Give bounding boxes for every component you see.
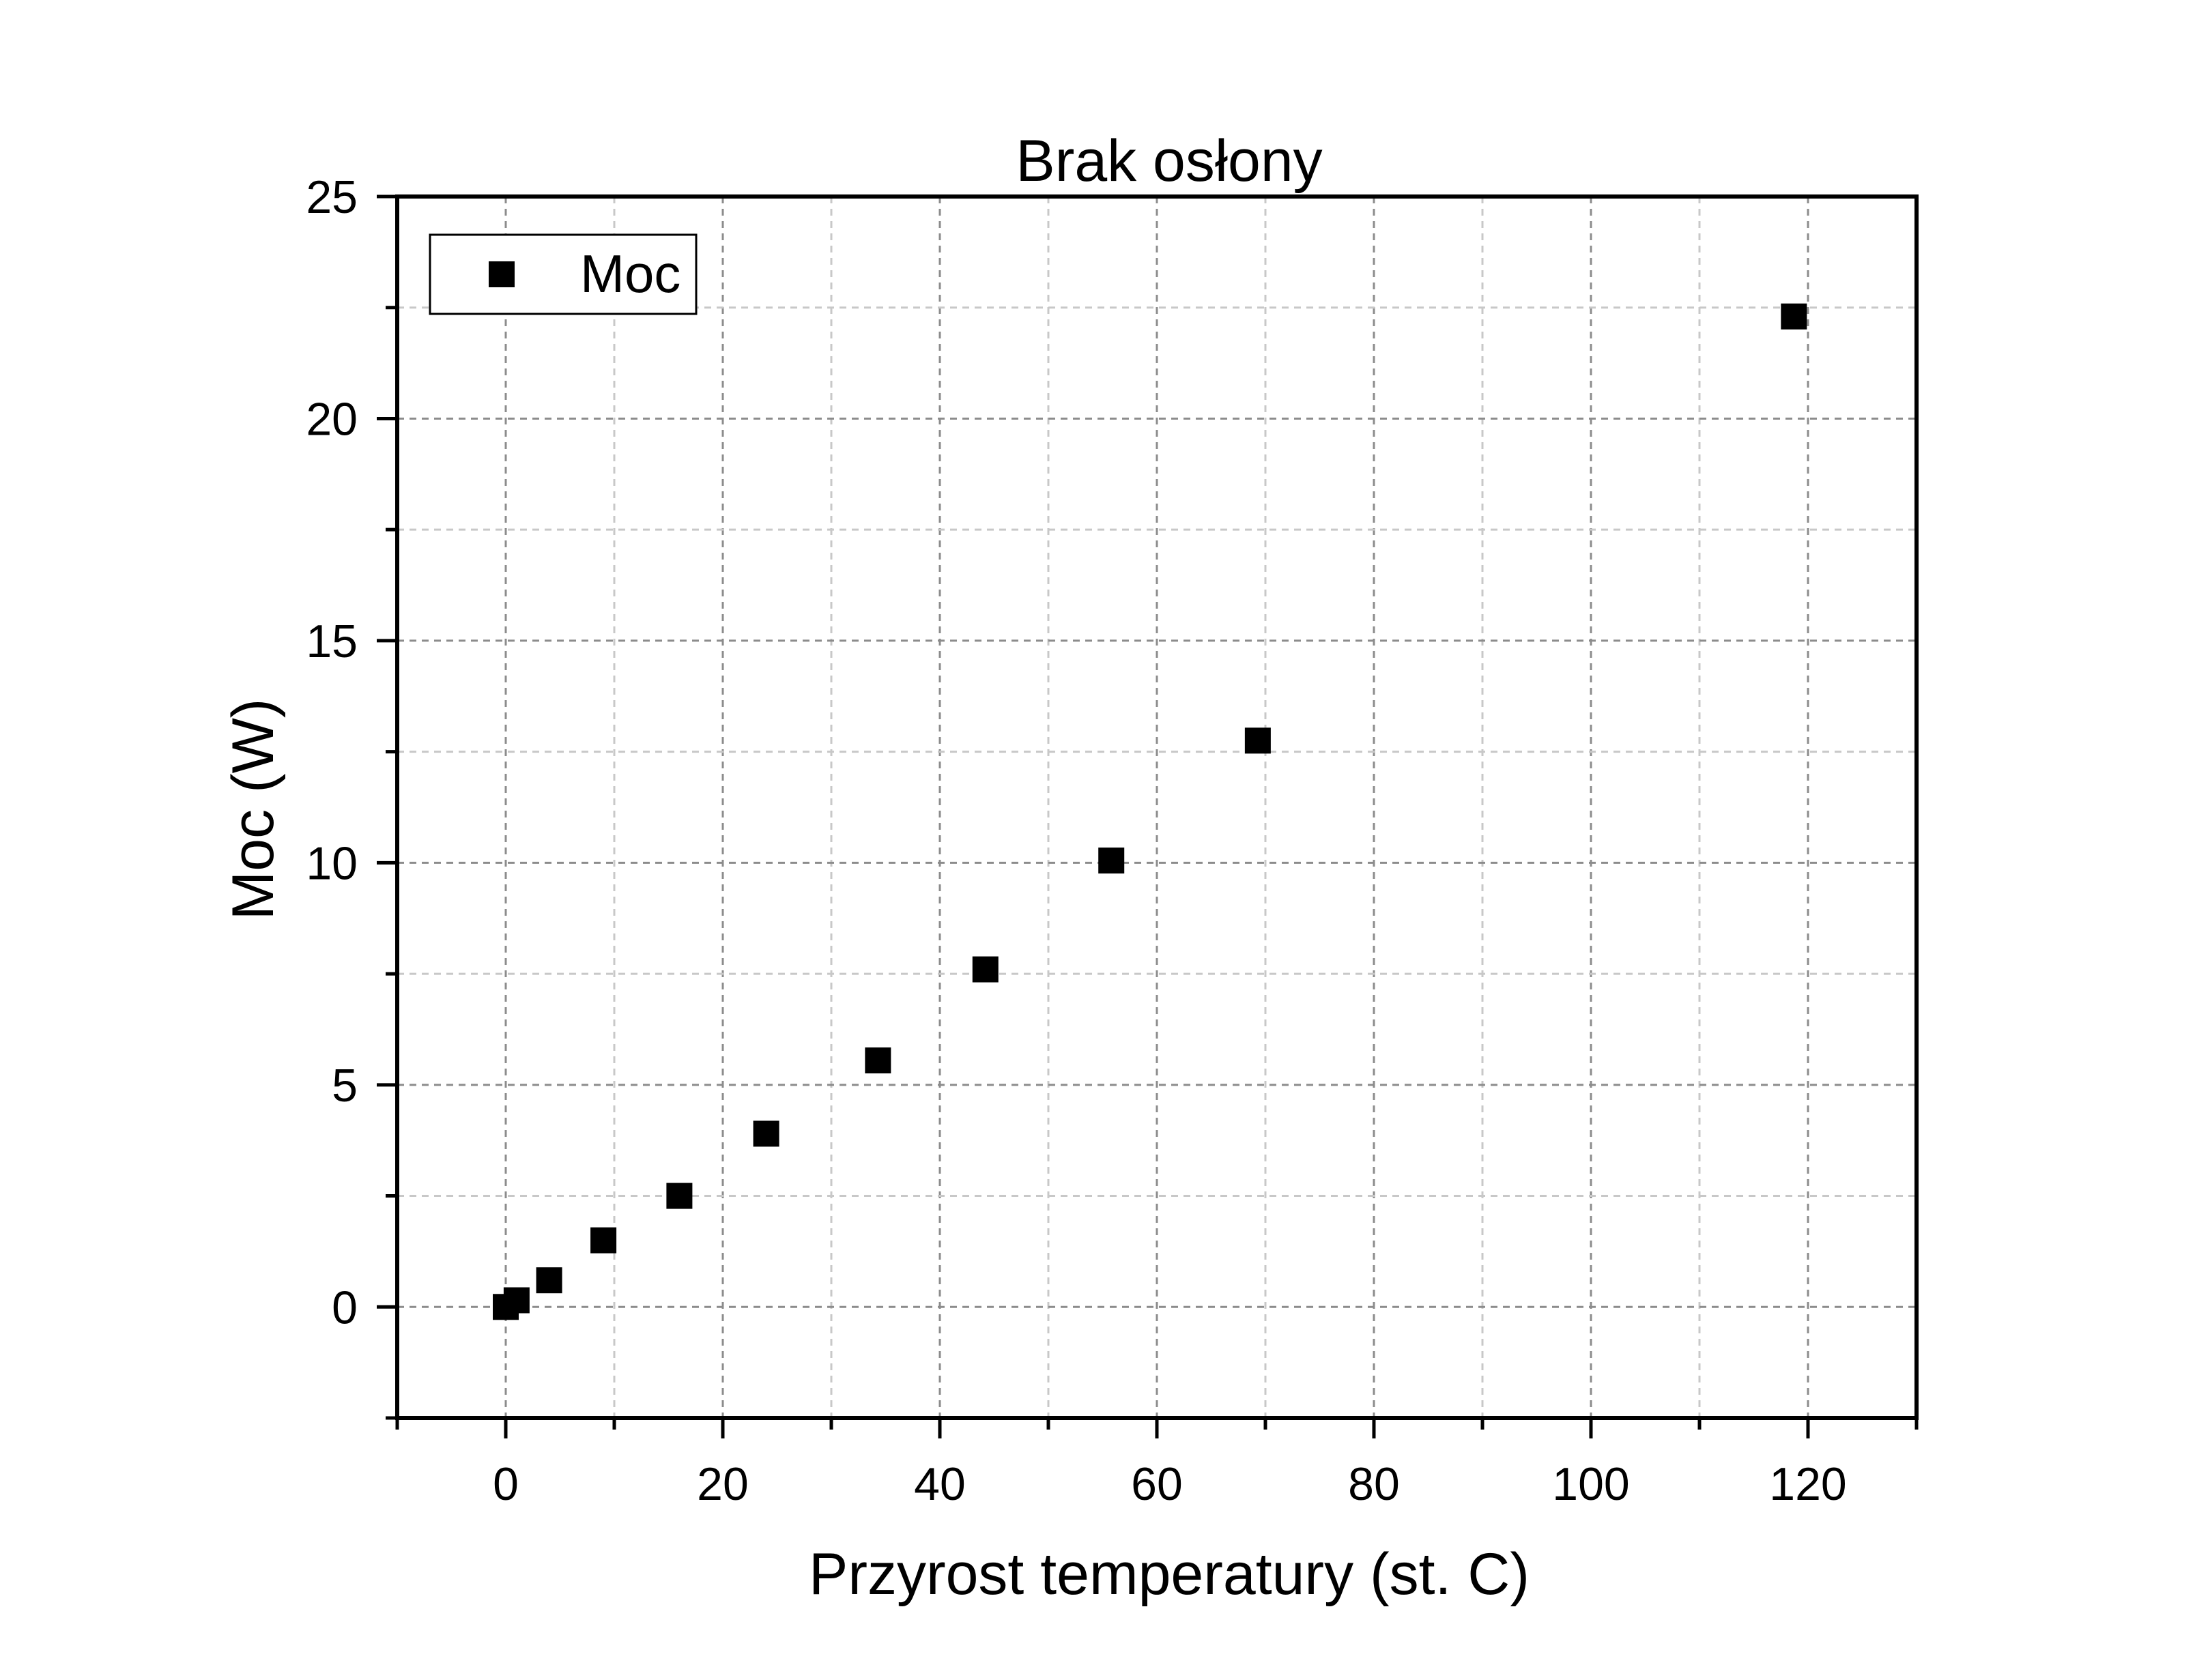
x-tick-label: 100 (1552, 1458, 1629, 1510)
grid-lines (397, 197, 1917, 1418)
data-point (503, 1287, 530, 1314)
y-tick-label: 0 (332, 1281, 358, 1333)
data-point (1244, 727, 1271, 754)
y-tick-label: 5 (332, 1060, 358, 1112)
x-tick-label: 20 (697, 1458, 749, 1510)
x-tick-label: 40 (914, 1458, 966, 1510)
data-point (972, 956, 999, 983)
chart-title: Brak osłony (1016, 128, 1322, 194)
axes: 0 20 40 60 80 100 120 0 5 10 15 20 25 (306, 171, 1919, 1510)
data-point (590, 1227, 617, 1254)
legend: Moc (429, 233, 698, 315)
y-tick-label: 15 (306, 615, 358, 667)
y-tick-label: 20 (306, 393, 358, 445)
x-axis-title: Przyrost temperatury (st. C) (809, 1541, 1530, 1607)
x-tick-label: 0 (493, 1458, 519, 1510)
data-point (536, 1267, 562, 1294)
legend-label: Moc (580, 244, 680, 304)
data-point (753, 1120, 779, 1147)
y-axis-title: Moc (W) (220, 699, 286, 921)
data-point (1781, 303, 1807, 330)
x-tick-label: 60 (1131, 1458, 1183, 1510)
data-points (493, 303, 1807, 1320)
x-tick-label: 120 (1769, 1458, 1846, 1510)
legend-marker-square (489, 261, 515, 287)
legend-box (429, 233, 698, 315)
data-point (666, 1183, 693, 1209)
y-tick-label: 25 (306, 171, 358, 223)
data-point (1098, 848, 1125, 874)
y-tick-label: 10 (306, 837, 358, 889)
data-point (865, 1047, 891, 1074)
x-tick-label: 80 (1348, 1458, 1400, 1510)
